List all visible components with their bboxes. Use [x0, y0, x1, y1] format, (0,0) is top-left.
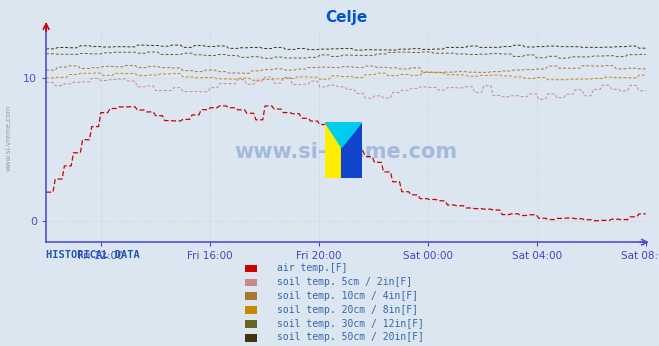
Text: www.si-vreme.com: www.si-vreme.com — [235, 142, 457, 162]
Text: HISTORICAL DATA: HISTORICAL DATA — [46, 250, 140, 260]
Text: air temp.[F]: air temp.[F] — [277, 263, 347, 273]
Text: soil temp. 30cm / 12in[F]: soil temp. 30cm / 12in[F] — [277, 319, 424, 328]
Polygon shape — [326, 122, 362, 147]
Text: soil temp. 10cm / 4in[F]: soil temp. 10cm / 4in[F] — [277, 291, 418, 301]
Text: soil temp. 20cm / 8in[F]: soil temp. 20cm / 8in[F] — [277, 305, 418, 315]
Text: soil temp. 5cm / 2in[F]: soil temp. 5cm / 2in[F] — [277, 277, 412, 287]
Title: Celje: Celje — [325, 10, 367, 25]
Text: soil temp. 50cm / 20in[F]: soil temp. 50cm / 20in[F] — [277, 333, 424, 342]
Text: www.si-vreme.com: www.si-vreme.com — [5, 105, 11, 172]
Polygon shape — [341, 122, 362, 178]
Polygon shape — [326, 122, 341, 178]
